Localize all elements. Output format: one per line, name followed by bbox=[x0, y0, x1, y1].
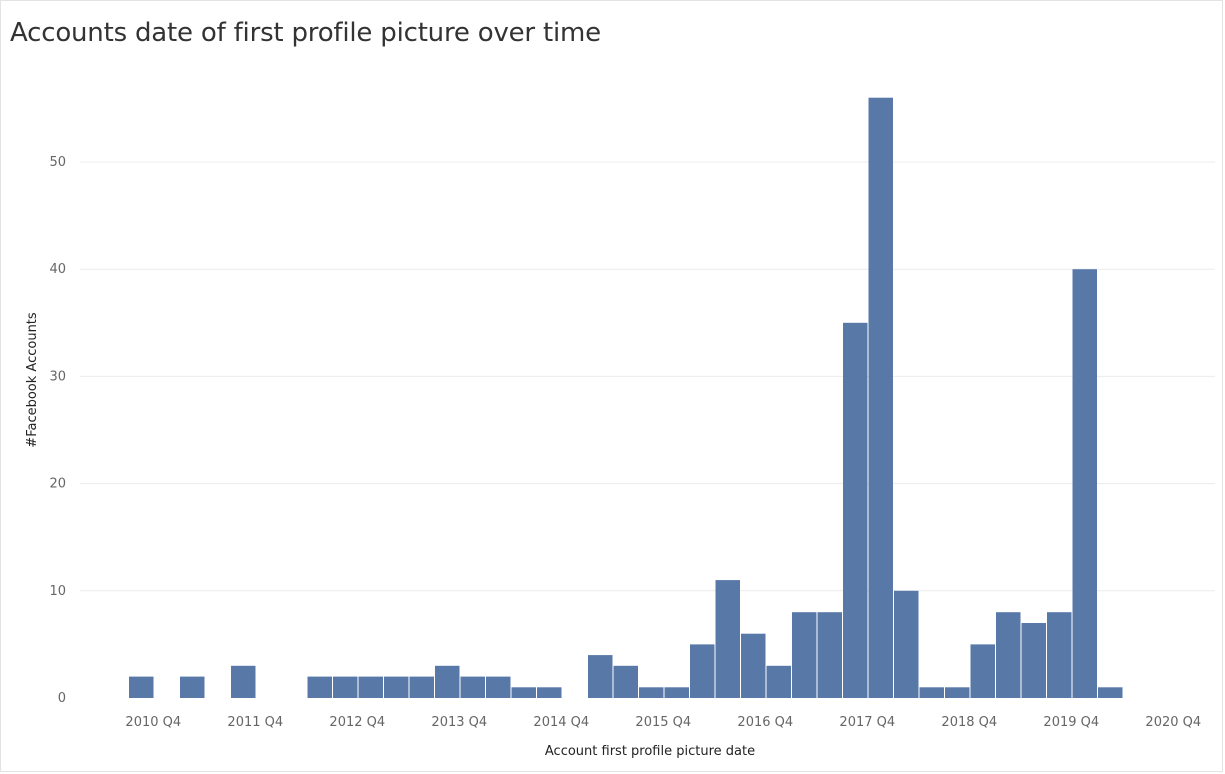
x-tick-label: 2012 Q4 bbox=[329, 715, 385, 730]
bar-2014-q4 bbox=[537, 687, 562, 698]
bar-2017-q1 bbox=[766, 665, 791, 698]
bar-2010-q4 bbox=[129, 676, 154, 698]
x-tick-label: 2020 Q4 bbox=[1145, 715, 1201, 730]
gridlines bbox=[80, 161, 1215, 592]
x-tick-label: 2018 Q4 bbox=[941, 715, 997, 730]
x-tick-label: 2017 Q4 bbox=[839, 715, 895, 730]
bar-2017-q3 bbox=[817, 612, 842, 698]
bar-2017-q4 bbox=[843, 322, 868, 698]
bar-2012-q4 bbox=[333, 676, 358, 698]
bar-2019-q1 bbox=[970, 644, 995, 698]
x-tick-label: 2019 Q4 bbox=[1043, 715, 1099, 730]
bar-2015-q4 bbox=[639, 687, 664, 698]
x-tick-label: 2014 Q4 bbox=[533, 715, 589, 730]
bar-2013-q4 bbox=[435, 665, 460, 698]
bar-2020-q2 bbox=[1098, 687, 1123, 698]
x-tick-label: 2016 Q4 bbox=[737, 715, 793, 730]
bar-2012-q3 bbox=[307, 676, 332, 698]
bar-2018-q1 bbox=[868, 97, 893, 698]
bar-2017-q2 bbox=[792, 612, 817, 698]
y-axis-label: #Facebook Accounts bbox=[25, 312, 40, 448]
x-tick-label: 2015 Q4 bbox=[635, 715, 691, 730]
bar-2018-q2 bbox=[894, 590, 919, 698]
bar-2013-q2 bbox=[384, 676, 409, 698]
bar-2016-q3 bbox=[715, 580, 740, 698]
bar-2018-q4 bbox=[945, 687, 970, 698]
bar-2011-q4 bbox=[231, 665, 256, 698]
x-tick-label: 2013 Q4 bbox=[431, 715, 487, 730]
chart-title: Accounts date of first profile picture o… bbox=[10, 18, 601, 48]
x-axis-label: Account first profile picture date bbox=[545, 744, 755, 759]
y-tick-label: 20 bbox=[49, 477, 66, 492]
bar-2011-q2 bbox=[180, 676, 205, 698]
y-tick-label: 30 bbox=[49, 369, 66, 384]
x-tick-label: 2011 Q4 bbox=[227, 715, 283, 730]
bar-2015-q3 bbox=[613, 665, 638, 698]
y-tick-label: 0 bbox=[58, 691, 66, 706]
bars bbox=[129, 97, 1123, 698]
x-axis-ticks: 2010 Q4 2011 Q4 2012 Q4 2013 Q4 2014 Q4 2015 … bbox=[125, 715, 1201, 730]
bar-2019-q4 bbox=[1047, 612, 1072, 698]
y-axis-ticks: 0 10 20 30 40 50 bbox=[49, 155, 66, 706]
bar-2020-q1 bbox=[1072, 269, 1097, 698]
bar-2019-q2 bbox=[996, 612, 1021, 698]
bar-2014-q2 bbox=[486, 676, 511, 698]
y-tick-label: 50 bbox=[49, 155, 66, 170]
bar-2018-q3 bbox=[919, 687, 944, 698]
bar-2016-q1 bbox=[664, 687, 689, 698]
x-tick-label: 2010 Q4 bbox=[125, 715, 181, 730]
bar-2013-q1 bbox=[358, 676, 383, 698]
bar-2015-q2 bbox=[588, 655, 613, 698]
bar-2013-q3 bbox=[409, 676, 434, 698]
bar-2016-q4 bbox=[741, 633, 766, 698]
y-tick-label: 40 bbox=[49, 262, 66, 277]
bar-2014-q3 bbox=[511, 687, 536, 698]
bar-2014-q1 bbox=[460, 676, 485, 698]
bar-2016-q2 bbox=[690, 644, 715, 698]
bar-2019-q3 bbox=[1021, 623, 1046, 698]
y-tick-label: 10 bbox=[49, 584, 66, 599]
